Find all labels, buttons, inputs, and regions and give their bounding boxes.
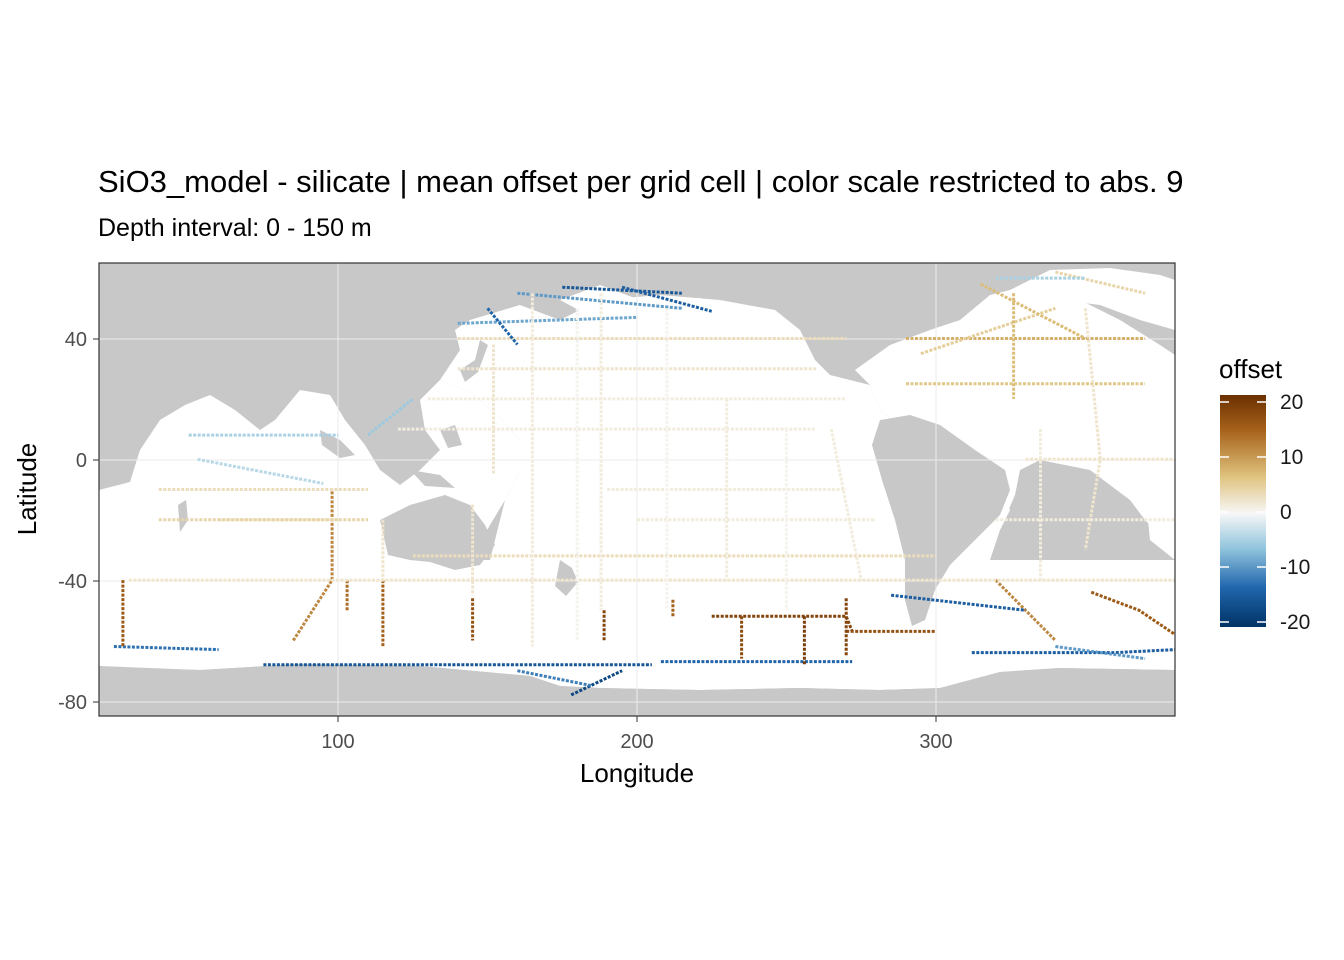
legend-label: 10: [1280, 446, 1303, 469]
x-axis-title: Longitude: [580, 758, 694, 788]
offset-track: [1055, 645, 1146, 661]
legend: offset 20 10 0 -10 -20: [1219, 354, 1310, 634]
legend-label: 0: [1280, 501, 1292, 524]
offset-tracks: [113, 270, 1175, 697]
offset-track: [486, 307, 519, 346]
legend-label: 20: [1280, 391, 1303, 414]
x-tick-label: 100: [321, 731, 354, 753]
offset-track: [980, 282, 1086, 340]
offset-track: [570, 669, 623, 697]
offset-track: [1090, 590, 1175, 636]
y-tick-label: 40: [65, 329, 87, 351]
chart-subtitle: Depth interval: 0 - 150 m: [98, 214, 372, 242]
offset-track: [197, 457, 324, 485]
y-tick-label: 0: [76, 450, 87, 472]
legend-colorbar: [1220, 395, 1266, 627]
offset-track: [621, 285, 713, 313]
x-axis: [337, 716, 937, 722]
y-axis-title: Latitude: [12, 443, 42, 536]
offset-track: [517, 669, 593, 688]
offset-track: [829, 428, 863, 581]
offset-track: [1055, 270, 1146, 295]
y-tick-label: -80: [58, 692, 87, 714]
offset-track: [113, 645, 219, 652]
legend-label: -10: [1280, 556, 1310, 579]
offset-track: [920, 306, 1056, 356]
y-tick-label: -40: [58, 571, 87, 593]
y-axis: [93, 338, 99, 703]
x-tick-label: 300: [919, 731, 952, 753]
offset-track: [971, 648, 1175, 655]
offset-track: [711, 614, 854, 632]
x-tick-label: 200: [620, 731, 653, 753]
legend-label: -20: [1280, 611, 1310, 634]
offset-track: [890, 593, 1026, 612]
offset-track: [562, 285, 682, 295]
offset-track: [457, 315, 638, 325]
legend-title: offset: [1219, 354, 1283, 384]
offset-track: [517, 291, 682, 310]
chart-title: SiO3_model - silicate | mean offset per …: [98, 164, 1184, 199]
offset-track: [367, 397, 414, 437]
